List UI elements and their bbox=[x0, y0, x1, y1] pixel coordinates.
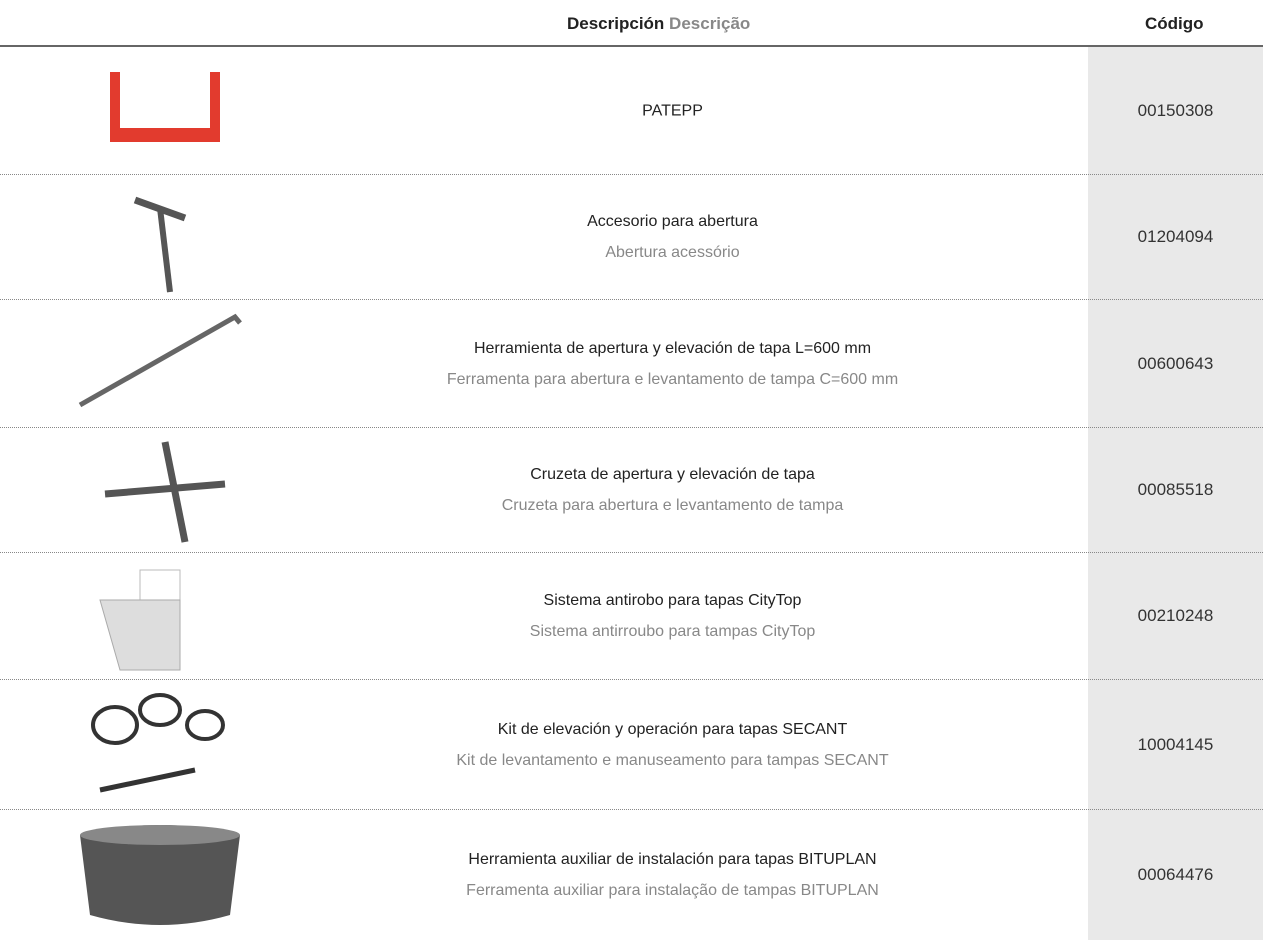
description-es: Kit de elevación y operación para tapas … bbox=[497, 720, 848, 738]
code: 00085518 bbox=[1137, 480, 1214, 499]
table-row: Sistema antirobo para tapas CityTop Siste… bbox=[0, 553, 1263, 680]
description-es: Sistema antirobo para tapas CityTop bbox=[543, 592, 802, 609]
description-pt: Kit de levantamento e manuseamento para … bbox=[456, 751, 889, 769]
table-row: Accesorio para abertura Abertura acessóri… bbox=[0, 175, 1263, 300]
table-row: Herramienta de apertura y elevación de t… bbox=[0, 300, 1263, 428]
description: Kit de elevación y operación para tapas … bbox=[260, 714, 1085, 776]
header-code: Código bbox=[1145, 14, 1204, 33]
code: 00210248 bbox=[1137, 606, 1214, 625]
header-description: Descripción Descrição bbox=[567, 14, 750, 34]
description-es: Accesorio para abertura bbox=[587, 213, 758, 230]
description-pt: Sistema antirroubo para tampas CityTop bbox=[529, 623, 816, 640]
table-row: Herramienta auxiliar de instalación para… bbox=[0, 810, 1263, 939]
header-es: Descripción bbox=[567, 14, 665, 33]
header-pt: Descrição bbox=[669, 14, 751, 33]
description: Herramienta de apertura y elevación de t… bbox=[260, 333, 1085, 395]
bituplan-image bbox=[80, 825, 240, 925]
lifting-tool-image bbox=[78, 313, 242, 408]
opening-tool-image bbox=[133, 196, 187, 293]
code: 00150308 bbox=[1137, 100, 1214, 120]
description: Sistema antirobo para tapas CityTop Siste… bbox=[260, 585, 1085, 647]
cross-tool-image bbox=[104, 441, 226, 543]
description-es: Herramienta auxiliar de instalación para… bbox=[468, 850, 877, 868]
description-es: Herramienta de apertura y elevación de t… bbox=[473, 339, 872, 357]
description-pt: Ferramenta para abertura e levantamento … bbox=[446, 370, 899, 388]
patepp-image bbox=[110, 72, 220, 142]
description-pt: Ferramenta auxiliar para instalação de t… bbox=[466, 881, 879, 899]
antitheft-image bbox=[99, 569, 181, 671]
table-row: PATEPP 00150308 bbox=[0, 47, 1263, 175]
secant-kit-image bbox=[91, 693, 225, 793]
table-row: Kit de elevación y operación para tapas … bbox=[0, 680, 1263, 810]
description: PATEPP bbox=[260, 95, 1085, 126]
code: 00064476 bbox=[1137, 864, 1214, 884]
header-rule bbox=[0, 45, 1263, 47]
code-column-bg bbox=[1088, 47, 1263, 940]
code: 01204094 bbox=[1137, 227, 1214, 246]
code: 00600643 bbox=[1137, 353, 1214, 373]
description-pt: Abertura acessório bbox=[605, 244, 740, 261]
code: 10004145 bbox=[1137, 734, 1214, 754]
description: Accesorio para abertura Abertura acessóri… bbox=[260, 206, 1085, 268]
table-row: Cruzeta de apertura y elevación de tapa C… bbox=[0, 428, 1263, 553]
description: Herramienta auxiliar de instalación para… bbox=[260, 844, 1085, 906]
description-es: Cruzeta de apertura y elevación de tapa bbox=[530, 466, 815, 483]
description: Cruzeta de apertura y elevación de tapa C… bbox=[260, 459, 1085, 521]
description-pt: Cruzeta para abertura e levantamento de … bbox=[501, 497, 844, 514]
description-es: PATEPP bbox=[642, 102, 703, 119]
